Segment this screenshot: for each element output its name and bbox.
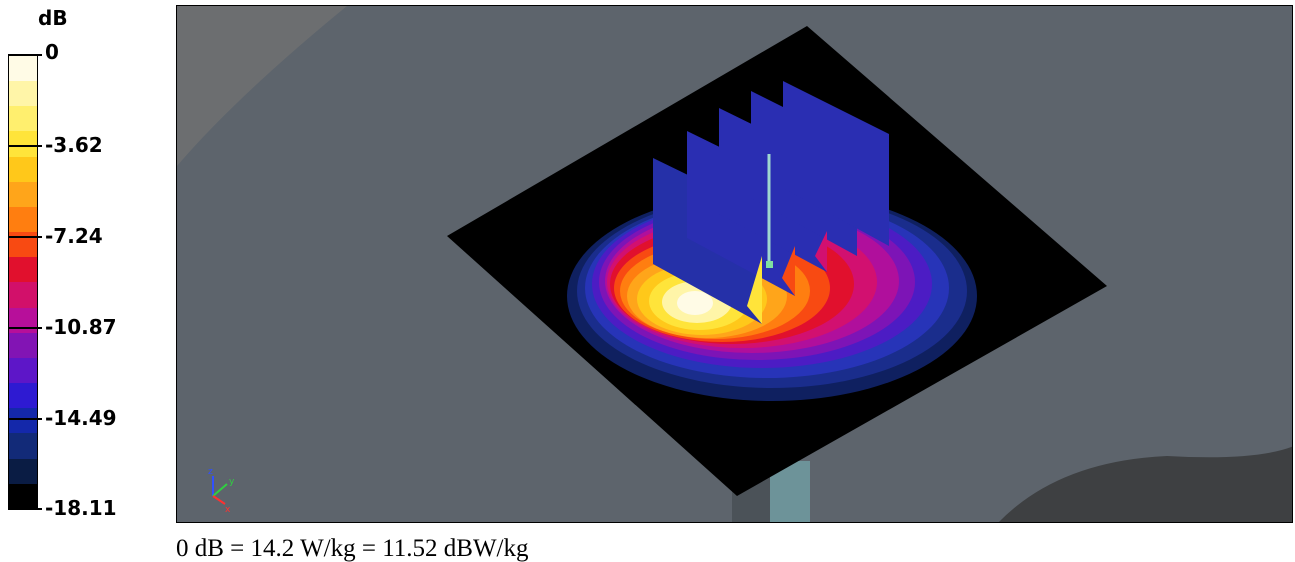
slice-5 — [783, 81, 889, 246]
axis-x-label: x — [225, 505, 231, 515]
colorbar-swatch — [9, 433, 37, 459]
phantom-shell-edge — [177, 6, 347, 166]
colorbar-swatch — [9, 156, 37, 182]
colorbar-swatch — [9, 357, 37, 384]
slice-hot-edge — [747, 256, 762, 324]
probe-feed-point — [766, 261, 773, 268]
reference-value-caption: 0 dB = 14.2 W/kg = 11.52 dBW/kg — [176, 535, 529, 562]
colorbar-swatch — [9, 106, 37, 132]
vertical-slices — [653, 81, 889, 324]
phantom-shell-bottom — [999, 446, 1292, 522]
colorbar-swatch — [9, 257, 37, 283]
legend-tick-label: 0 — [45, 40, 59, 64]
legend-tick-line — [8, 54, 42, 56]
slice-hot-edge — [782, 246, 795, 296]
color-scale-legend: dB 0 -3.62 -7.24 -10.87 -14.49 -18.11 — [0, 0, 165, 520]
colorbar-swatch — [9, 282, 37, 308]
legend-tick-label: -7.24 — [45, 224, 103, 248]
legend-tick-line — [8, 327, 42, 329]
colorbar — [8, 55, 38, 510]
colorbar-swatch — [9, 483, 37, 509]
3d-viewport[interactable]: z y x — [176, 5, 1293, 523]
colorbar-swatch — [9, 131, 37, 157]
axis-triad: z y x — [208, 467, 235, 515]
legend-tick-label: -14.49 — [45, 406, 117, 430]
legend-tick-label: -3.62 — [45, 133, 103, 157]
legend-unit-label: dB — [38, 6, 68, 30]
colorbar-swatch — [9, 181, 37, 207]
legend-tick-line — [8, 508, 42, 510]
sar-3d-render: z y x — [177, 6, 1292, 522]
colorbar-swatch — [9, 206, 37, 233]
axis-x-line — [212, 495, 226, 505]
legend-tick-label: -10.87 — [45, 315, 117, 339]
legend-tick-label: -18.11 — [45, 496, 117, 520]
colorbar-swatch — [9, 81, 37, 107]
colorbar-swatch — [9, 458, 37, 484]
contour-peak — [677, 291, 713, 315]
colorbar-swatch — [9, 332, 37, 358]
colorbar-swatch — [9, 56, 37, 82]
legend-tick-line — [8, 418, 42, 420]
colorbar-swatch — [9, 383, 37, 409]
axis-y-label: y — [229, 477, 235, 487]
axis-y-line — [212, 483, 228, 497]
slice-hot-edge — [815, 231, 827, 272]
legend-tick-line — [8, 145, 42, 147]
colorbar-swatch — [9, 408, 37, 434]
axis-z-label: z — [208, 467, 213, 477]
legend-tick-line — [8, 236, 42, 238]
